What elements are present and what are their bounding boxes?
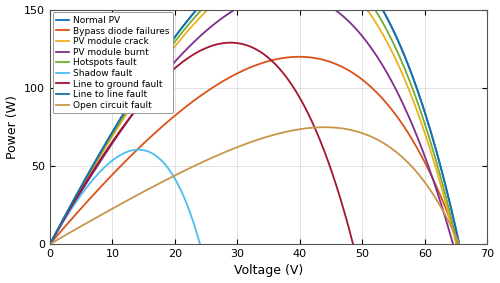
Shadow fault: [47, 242, 53, 246]
Line: Shadow fault: Shadow fault: [50, 150, 200, 244]
Line to line fault: [374, 0, 380, 2]
Hotspots fault: [88, 168, 94, 171]
Line to ground fault: [47, 242, 53, 246]
Hotspots fault: [47, 242, 53, 246]
Open circuit fault: [212, 155, 218, 158]
Open circuit fault: [89, 218, 95, 222]
Line: PV module crack: PV module crack: [50, 0, 456, 244]
Bypass diode failures: [366, 84, 372, 87]
Line: Normal PV: Normal PV: [50, 0, 460, 244]
Normal PV: [47, 242, 53, 246]
PV module burnt: [210, 23, 216, 27]
Bypass diode failures: [456, 242, 462, 246]
PV module crack: [372, 19, 378, 22]
PV module crack: [453, 242, 459, 246]
Normal PV: [89, 166, 95, 169]
Bypass diode failures: [374, 91, 380, 95]
Bypass diode failures: [296, 55, 302, 59]
Line to line fault: [89, 166, 95, 169]
PV module burnt: [224, 13, 230, 16]
Line to ground fault: [289, 83, 295, 87]
Hotspots fault: [454, 242, 460, 246]
Line: Line to line fault: Line to line fault: [50, 0, 460, 244]
Line to ground fault: [256, 49, 262, 52]
Open circuit fault: [366, 134, 372, 138]
Line to ground fault: [350, 242, 356, 246]
Line to ground fault: [170, 68, 175, 72]
Open circuit fault: [328, 126, 334, 129]
Legend: Normal PV, Bypass diode failures, PV module crack, PV module burnt, Hotspots fau: Normal PV, Bypass diode failures, PV mod…: [52, 12, 172, 113]
Line: Hotspots fault: Hotspots fault: [50, 0, 458, 244]
PV module burnt: [450, 242, 456, 246]
PV module crack: [88, 169, 94, 172]
PV module burnt: [88, 174, 94, 177]
Bypass diode failures: [47, 242, 53, 246]
Bypass diode failures: [212, 84, 218, 87]
Line to line fault: [47, 242, 53, 246]
Open circuit fault: [456, 242, 462, 246]
Hotspots fault: [365, 0, 371, 1]
X-axis label: Voltage (V): Voltage (V): [234, 264, 304, 277]
Open circuit fault: [227, 148, 233, 152]
Open circuit fault: [374, 138, 380, 141]
PV module crack: [47, 242, 53, 246]
Shadow fault: [150, 152, 156, 156]
Shadow fault: [113, 156, 119, 159]
Open circuit fault: [322, 126, 328, 129]
Y-axis label: Power (W): Power (W): [6, 95, 18, 159]
Line: Bypass diode failures: Bypass diode failures: [50, 57, 460, 244]
Shadow fault: [167, 169, 173, 172]
Shadow fault: [164, 165, 170, 168]
PV module burnt: [362, 37, 368, 41]
Open circuit fault: [47, 242, 53, 246]
Line to ground fault: [180, 60, 186, 63]
PV module burnt: [324, 3, 330, 6]
Shadow fault: [136, 148, 141, 151]
Bypass diode failures: [328, 61, 334, 64]
Line to ground fault: [78, 189, 84, 192]
Shadow fault: [197, 242, 203, 246]
Line to ground fault: [228, 41, 234, 44]
PV module crack: [364, 8, 370, 11]
Normal PV: [374, 0, 380, 2]
Bypass diode failures: [227, 75, 233, 79]
Normal PV: [456, 242, 462, 246]
Bypass diode failures: [89, 195, 95, 198]
Line to line fault: [456, 242, 462, 246]
Line: Open circuit fault: Open circuit fault: [50, 127, 460, 244]
Line: PV module burnt: PV module burnt: [50, 0, 453, 244]
Shadow fault: [62, 217, 68, 220]
PV module burnt: [47, 242, 53, 246]
Line: Line to ground fault: Line to ground fault: [50, 43, 353, 244]
Shadow fault: [108, 160, 114, 164]
PV module burnt: [369, 47, 375, 51]
PV module crack: [211, 2, 217, 5]
Hotspots fault: [372, 8, 378, 12]
Line to ground fault: [284, 76, 290, 79]
